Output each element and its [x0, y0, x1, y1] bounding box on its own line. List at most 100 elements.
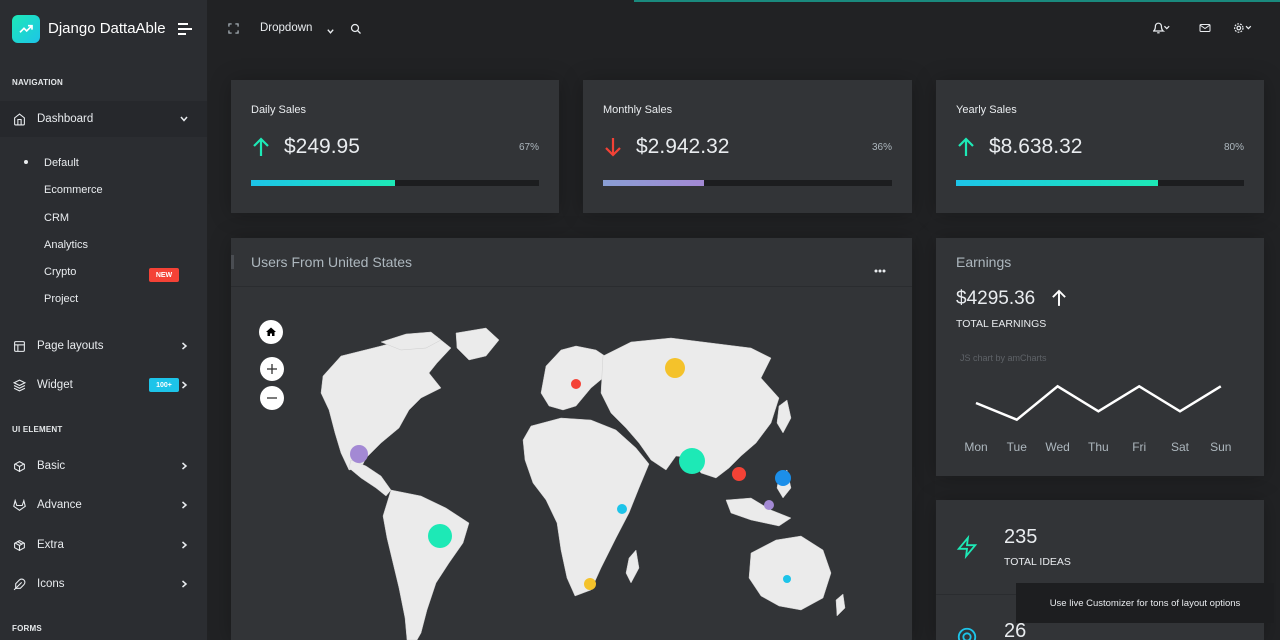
sidebar-subitem-crm[interactable]: CRM	[44, 212, 70, 224]
map-marker[interactable]	[764, 500, 774, 510]
layers-icon	[12, 378, 26, 392]
count-badge: 100+	[149, 378, 179, 392]
x-tick-label: Sat	[1170, 440, 1189, 454]
stat-value: $2.942.32	[636, 135, 730, 158]
chevron-right-icon	[179, 341, 189, 354]
earnings-title: Earnings	[956, 254, 1012, 270]
stat-value: $249.95	[284, 135, 360, 158]
progress-fill	[956, 180, 1158, 186]
map-home-button[interactable]	[259, 320, 283, 344]
arrow-up-icon	[958, 137, 974, 162]
more-horizontal-icon[interactable]	[874, 260, 886, 278]
ideas-number-2: 26	[1004, 620, 1027, 640]
sidebar-item-icons[interactable]: Icons	[0, 566, 207, 602]
x-tick-label: Mon	[964, 440, 988, 454]
progress-fill	[251, 180, 395, 186]
sidebar-subitem-crypto[interactable]: Crypto	[44, 266, 77, 278]
gitlab-icon	[12, 498, 26, 512]
top-header: Dropdown	[207, 0, 1280, 57]
bell-icon[interactable]	[1151, 21, 1171, 39]
sidebar: Django DattaAble NAVIGATION Dashboard De…	[0, 0, 207, 640]
dropdown-menu[interactable]: Dropdown	[260, 22, 313, 34]
package-icon	[12, 538, 26, 552]
progress-track	[251, 180, 539, 186]
map-card: Users From United States	[231, 238, 912, 640]
sidebar-item-extra[interactable]: Extra	[0, 527, 207, 563]
map-marker[interactable]	[571, 379, 581, 389]
sidebar-item-label: Extra	[37, 539, 64, 551]
new-badge: NEW	[149, 268, 179, 282]
fullscreen-icon[interactable]	[228, 21, 239, 39]
sidebar-item-page-layouts[interactable]: Page layouts	[0, 328, 207, 364]
chart-credit[interactable]: JS chart by amCharts	[960, 353, 1047, 363]
earnings-value: $4295.36	[956, 288, 1036, 309]
customizer-toast[interactable]: Use live Customizer for tons of layout o…	[1016, 583, 1274, 623]
x-tick-label: Fri	[1132, 440, 1147, 454]
arrow-up-icon	[1052, 289, 1066, 312]
sidebar-item-label: Basic	[37, 460, 66, 472]
feather-icon	[12, 577, 26, 591]
sidebar-item-basic[interactable]: Basic	[0, 448, 207, 484]
map-zoom-in-button[interactable]	[260, 357, 284, 381]
menu-toggle-icon[interactable]	[178, 22, 192, 40]
stat-title: Daily Sales	[251, 104, 307, 116]
brand-name: Django DattaAble	[48, 20, 166, 37]
arrow-down-icon	[605, 137, 621, 162]
sidebar-subitem-project[interactable]: Project	[44, 293, 79, 305]
sidebar-item-advance[interactable]: Advance	[0, 487, 207, 523]
sidebar-item-label: Page layouts	[37, 340, 104, 352]
earnings-series-line	[975, 384, 1222, 422]
nav-caption-ui-element: UI ELEMENT	[12, 425, 63, 434]
map-marker[interactable]	[617, 504, 627, 514]
ideas-label: TOTAL IDEAS	[1004, 556, 1071, 568]
card-divider	[231, 286, 912, 287]
stat-card-monthly: Monthly Sales $2.942.32 36%	[583, 80, 912, 213]
chevron-right-icon	[179, 579, 189, 592]
stat-card-daily: Daily Sales $249.95 67%	[231, 80, 559, 213]
sidebar-item-label: Advance	[37, 499, 82, 511]
sidebar-subitem-default[interactable]: Default	[44, 157, 79, 169]
header-accent-line	[634, 0, 1280, 2]
map-marker[interactable]	[428, 524, 452, 548]
chevron-right-icon	[179, 500, 189, 513]
x-tick-label: Thu	[1088, 440, 1109, 454]
target-icon	[956, 626, 978, 640]
progress-fill	[603, 180, 705, 186]
sidebar-item-label: Icons	[37, 578, 65, 590]
world-map[interactable]	[231, 238, 912, 640]
sidebar-subitem-analytics[interactable]: Analytics	[44, 239, 89, 251]
map-title: Users From United States	[251, 254, 413, 270]
ideas-number: 235	[1004, 526, 1038, 548]
sidebar-item-dashboard[interactable]: Dashboard	[0, 101, 207, 137]
card-accent	[231, 255, 234, 269]
brand[interactable]: Django DattaAble	[0, 0, 207, 57]
search-icon[interactable]	[350, 22, 362, 40]
stat-card-yearly: Yearly Sales $8.638.32 80%	[936, 80, 1264, 213]
map-zoom-out-button[interactable]	[260, 386, 284, 410]
map-marker[interactable]	[783, 575, 791, 583]
chevron-down-icon	[179, 114, 189, 127]
box-icon	[12, 459, 26, 473]
map-marker[interactable]	[732, 467, 746, 481]
earnings-line-chart	[975, 384, 1222, 422]
stat-percent: 67%	[518, 142, 539, 153]
sidebar-item-label: Dashboard	[37, 113, 94, 125]
mail-icon[interactable]	[1199, 21, 1211, 39]
progress-track	[603, 180, 892, 186]
zap-icon	[956, 534, 978, 564]
map-marker[interactable]	[775, 470, 791, 486]
sidebar-subitem-ecommerce[interactable]: Ecommerce	[44, 184, 103, 196]
settings-icon[interactable]	[1233, 21, 1253, 39]
map-marker[interactable]	[679, 448, 705, 474]
trending-up-icon	[12, 14, 40, 43]
map-marker[interactable]	[350, 445, 368, 463]
nav-caption-forms: FORMS	[12, 624, 42, 633]
sidebar-item-widget[interactable]: Widget 100+	[0, 367, 207, 403]
sidebar-item-label: Widget	[37, 379, 73, 391]
map-marker[interactable]	[665, 358, 685, 378]
map-marker[interactable]	[584, 578, 596, 590]
chevron-right-icon	[179, 461, 189, 474]
arrow-up-icon	[253, 137, 269, 162]
stat-percent: 80%	[1223, 142, 1244, 153]
chevron-down-icon[interactable]	[326, 23, 335, 41]
